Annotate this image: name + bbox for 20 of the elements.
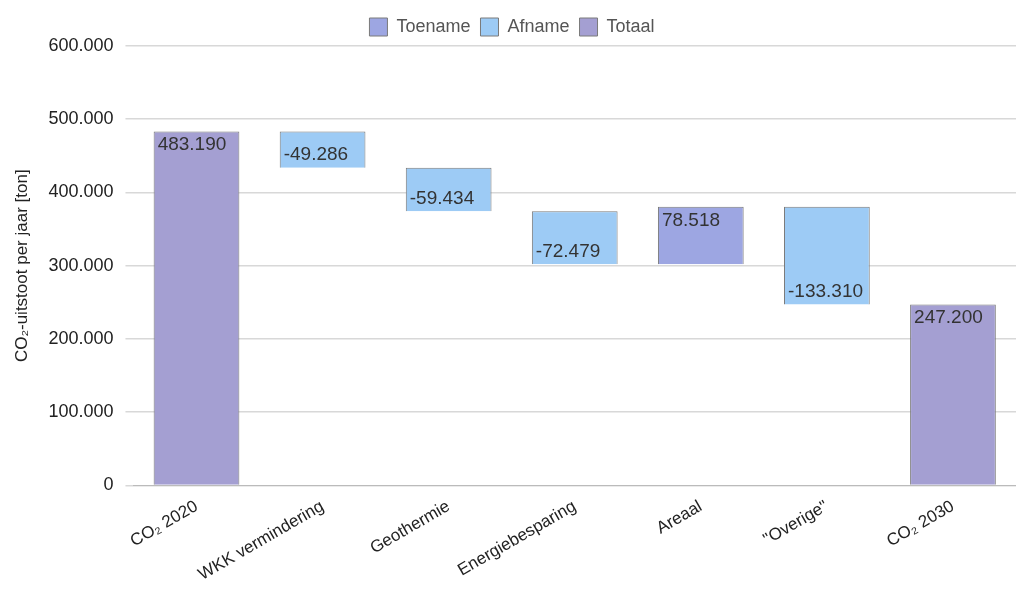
x-tick-label: CO₂ 2030 (883, 496, 958, 551)
y-tick-label: 600.000 (48, 34, 114, 55)
data-label: -133.310 (788, 280, 864, 302)
y-tick-label: 100.000 (48, 401, 114, 422)
y-tick-label: 0 (103, 474, 114, 495)
y-tick-label: 500.000 (48, 108, 114, 129)
legend-label: Toename (396, 15, 471, 36)
y-tick-label: 200.000 (48, 327, 114, 348)
y-tick-label: 400.000 (48, 181, 114, 202)
data-label: -72.479 (535, 240, 601, 262)
y-axis-title: CO₂-uitstoot per jaar [ton] (11, 169, 31, 363)
data-label: -49.286 (283, 143, 349, 165)
legend-label: Afname (507, 15, 570, 36)
data-label: -59.434 (409, 186, 475, 208)
x-tick-label: CO₂ 2020 (126, 496, 201, 551)
legend-label: Totaal (606, 15, 655, 36)
y-tick-label: 300.000 (48, 254, 114, 275)
data-label: 247.200 (914, 306, 983, 328)
data-label: 483.190 (157, 133, 227, 155)
data-label: 78.518 (661, 208, 721, 230)
